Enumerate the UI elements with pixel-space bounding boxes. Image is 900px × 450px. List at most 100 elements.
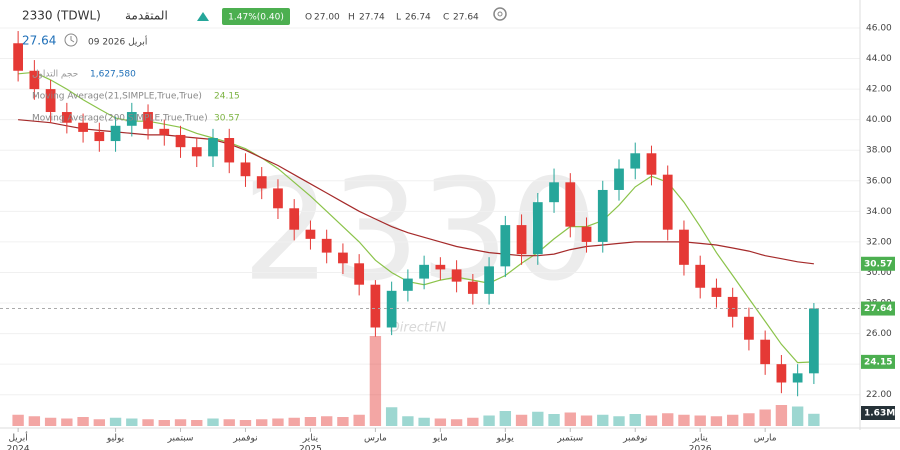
settings-icon[interactable] bbox=[493, 7, 507, 21]
candle-body bbox=[630, 153, 641, 169]
candle-body bbox=[403, 278, 413, 291]
y-tick-label: 38.00 bbox=[866, 146, 892, 156]
volume-bar bbox=[645, 415, 658, 426]
volume-bar bbox=[369, 336, 382, 426]
y-tick-label: 46.00 bbox=[866, 23, 892, 33]
volume-bar bbox=[353, 414, 365, 426]
candle-body bbox=[727, 296, 738, 317]
name: المتقدمة bbox=[125, 9, 168, 23]
volume-bar bbox=[548, 414, 560, 426]
candle-body bbox=[565, 182, 576, 227]
volume-bar bbox=[256, 419, 268, 426]
volume-bar bbox=[109, 417, 122, 426]
candle-body bbox=[175, 134, 186, 148]
volume-bar bbox=[126, 418, 138, 426]
candle-body bbox=[159, 128, 170, 135]
x-tick-label: أبريل bbox=[8, 432, 27, 444]
candle-body bbox=[338, 252, 348, 264]
y-tick-label: 22.00 bbox=[866, 390, 892, 400]
x-tick-label: نوفمبر bbox=[622, 434, 647, 444]
price-tag bbox=[861, 301, 895, 316]
volume-bar bbox=[532, 411, 544, 426]
candle-body bbox=[679, 229, 689, 265]
up-arrow bbox=[197, 12, 209, 21]
price-tag bbox=[861, 354, 895, 369]
candle-body bbox=[549, 182, 559, 203]
x-tick-label: سبتمبر bbox=[556, 434, 583, 444]
ohlc-value: 27.74 bbox=[359, 13, 385, 23]
plot bbox=[0, 27, 860, 426]
candle-body bbox=[289, 208, 300, 230]
volume-bar bbox=[28, 416, 41, 426]
candle-body bbox=[500, 225, 511, 267]
candle-body bbox=[662, 174, 673, 230]
last-price: 27.64 bbox=[22, 34, 56, 48]
candle-body bbox=[760, 339, 771, 365]
x-tick-label: نوفمبر bbox=[232, 434, 257, 444]
candle-body bbox=[467, 281, 478, 294]
gear[interactable] bbox=[493, 7, 507, 21]
volume-bar bbox=[402, 416, 414, 426]
volume-bar bbox=[191, 420, 203, 426]
candle-body bbox=[792, 373, 803, 383]
volume-bar bbox=[694, 415, 706, 426]
candle-body bbox=[695, 264, 706, 288]
volume-bar bbox=[515, 414, 528, 426]
candle-body bbox=[809, 308, 819, 374]
volume-bar bbox=[434, 418, 447, 426]
candle-body bbox=[273, 188, 283, 209]
candle-body bbox=[126, 112, 137, 126]
candle-body bbox=[256, 176, 267, 189]
volume-bar bbox=[207, 418, 219, 426]
candle-body bbox=[45, 89, 56, 113]
volume-bar bbox=[77, 417, 89, 426]
ohlc-label: L bbox=[396, 13, 401, 23]
volume-bar bbox=[288, 417, 300, 426]
price-tag-label: 24.15 bbox=[864, 357, 892, 367]
candle-body bbox=[354, 263, 365, 285]
change-box bbox=[222, 8, 290, 25]
x-year-label: 2026 bbox=[689, 445, 712, 450]
candle-body bbox=[711, 287, 722, 297]
volume-bar bbox=[158, 420, 170, 426]
candle-body bbox=[386, 290, 397, 328]
legend-label: Moving Average(200,SIMPLE,True,True) bbox=[32, 114, 208, 124]
y-tick-label: 30.00 bbox=[866, 268, 892, 278]
candle-body bbox=[110, 125, 121, 142]
volume-bar bbox=[44, 417, 57, 426]
x-tick-label: يوليو bbox=[106, 434, 125, 444]
volume-bar bbox=[142, 419, 154, 426]
x-tick-label: مايو bbox=[432, 434, 448, 444]
volume-bar bbox=[710, 416, 723, 426]
candle-body bbox=[94, 131, 105, 142]
volume-bar bbox=[597, 414, 609, 426]
candle-body bbox=[744, 316, 754, 340]
volume-bar bbox=[564, 412, 576, 426]
volume-label: حجم التداول bbox=[32, 70, 78, 80]
candle-body bbox=[646, 153, 657, 175]
volume-value: 1,627,580 bbox=[90, 70, 136, 80]
y-tick-label: 40.00 bbox=[866, 115, 892, 125]
volume-bar bbox=[320, 416, 333, 426]
x-tick-label: سبتمبر bbox=[167, 434, 194, 444]
volume-bar bbox=[726, 414, 739, 426]
x-tick-label: مارس bbox=[364, 434, 387, 444]
candle-body bbox=[191, 147, 202, 157]
candle-body bbox=[78, 122, 88, 132]
volume-bar bbox=[759, 409, 771, 426]
ohlc-label: C bbox=[443, 13, 449, 23]
candle-body bbox=[581, 226, 592, 242]
volume-bar bbox=[467, 417, 479, 426]
y-tick-label: 44.00 bbox=[866, 54, 892, 64]
brand: DirectFN bbox=[390, 321, 447, 336]
volume-bar bbox=[629, 414, 641, 426]
candle-body bbox=[532, 202, 543, 255]
gear-center[interactable] bbox=[497, 11, 503, 17]
candle-body bbox=[776, 364, 787, 383]
y-tick-label: 42.00 bbox=[866, 85, 892, 95]
clock-hands bbox=[70, 36, 75, 43]
x-tick-label: يوليو bbox=[496, 434, 515, 444]
volume-bar bbox=[613, 416, 625, 426]
x-tick-label: مارس bbox=[754, 434, 777, 444]
